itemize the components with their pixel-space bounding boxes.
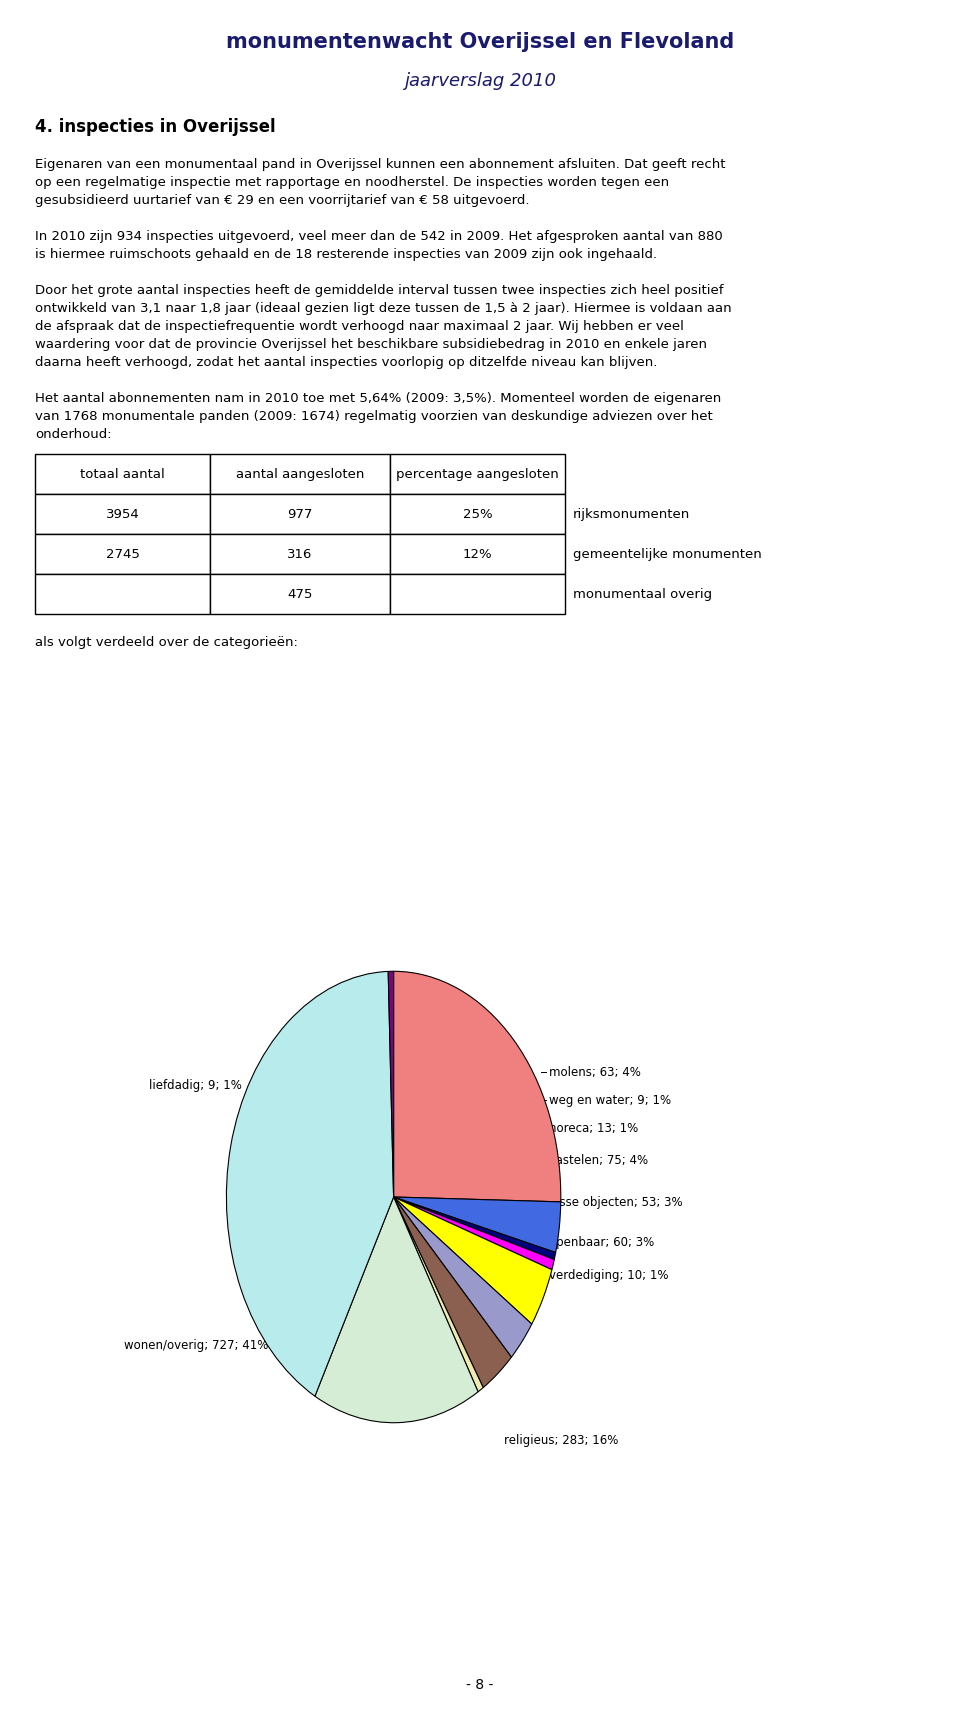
Text: monumentenwacht Overijssel en Flevoland: monumentenwacht Overijssel en Flevoland xyxy=(226,32,734,51)
Text: jaarverslag 2010: jaarverslag 2010 xyxy=(404,72,556,91)
Text: 4. inspecties in Overijssel: 4. inspecties in Overijssel xyxy=(35,118,276,137)
Bar xyxy=(390,494,565,534)
Bar xyxy=(210,534,390,575)
Text: verdediging; 10; 1%: verdediging; 10; 1% xyxy=(549,1269,668,1281)
Text: kastelen; 75; 4%: kastelen; 75; 4% xyxy=(549,1154,648,1166)
Text: 977: 977 xyxy=(287,508,313,520)
Text: is hiermee ruimschoots gehaald en de 18 resterende inspecties van 2009 zijn ook : is hiermee ruimschoots gehaald en de 18 … xyxy=(35,248,658,262)
Text: In 2010 zijn 934 inspecties uitgevoerd, veel meer dan de 542 in 2009. Het afgesp: In 2010 zijn 934 inspecties uitgevoerd, … xyxy=(35,231,723,243)
Wedge shape xyxy=(394,1197,554,1271)
Text: religieus; 283; 16%: religieus; 283; 16% xyxy=(504,1433,618,1447)
Text: 25%: 25% xyxy=(463,508,492,520)
Text: horeca; 13; 1%: horeca; 13; 1% xyxy=(549,1122,638,1134)
Text: weg en water; 9; 1%: weg en water; 9; 1% xyxy=(549,1093,671,1106)
Bar xyxy=(35,575,210,614)
Wedge shape xyxy=(394,1197,512,1387)
Bar xyxy=(390,453,565,494)
Text: 12%: 12% xyxy=(463,547,492,561)
Text: molens; 63; 4%: molens; 63; 4% xyxy=(549,1065,641,1079)
Bar xyxy=(210,453,390,494)
Wedge shape xyxy=(394,1197,483,1392)
Text: openbaar; 60; 3%: openbaar; 60; 3% xyxy=(549,1236,655,1248)
Text: Door het grote aantal inspecties heeft de gemiddelde interval tussen twee inspec: Door het grote aantal inspecties heeft d… xyxy=(35,284,724,298)
Text: waardering voor dat de provincie Overijssel het beschikbare subsidiebedrag in 20: waardering voor dat de provincie Overijs… xyxy=(35,339,707,351)
Text: agrarisch; 442; 25%: agrarisch; 442; 25% xyxy=(339,992,459,1005)
Bar xyxy=(35,494,210,534)
Text: 475: 475 xyxy=(287,588,313,600)
Text: gesubsidieerd uurtarief van € 29 en een voorrijtarief van € 58 uitgevoerd.: gesubsidieerd uurtarief van € 29 en een … xyxy=(35,193,530,207)
Text: aantal aangesloten: aantal aangesloten xyxy=(236,467,364,481)
Text: rijksmonumenten: rijksmonumenten xyxy=(573,508,690,520)
Bar xyxy=(390,534,565,575)
Text: gemeentelijke monumenten: gemeentelijke monumenten xyxy=(573,547,761,561)
Text: ontwikkeld van 3,1 naar 1,8 jaar (ideaal gezien ligt deze tussen de 1,5 à 2 jaar: ontwikkeld van 3,1 naar 1,8 jaar (ideaal… xyxy=(35,303,732,315)
Text: monumentaal overig: monumentaal overig xyxy=(573,588,712,600)
Text: totaal aantal: totaal aantal xyxy=(80,467,165,481)
Bar xyxy=(390,575,565,614)
Wedge shape xyxy=(394,1197,552,1324)
Text: daarna heeft verhoogd, zodat het aantal inspecties voorlopig op ditzelfde niveau: daarna heeft verhoogd, zodat het aantal … xyxy=(35,356,658,369)
Text: op een regelmatige inspectie met rapportage en noodherstel. De inspecties worden: op een regelmatige inspectie met rapport… xyxy=(35,176,669,190)
Text: wonen/overig; 727; 41%: wonen/overig; 727; 41% xyxy=(124,1339,269,1351)
Text: losse objecten; 53; 3%: losse objecten; 53; 3% xyxy=(549,1195,683,1209)
Bar xyxy=(210,494,390,534)
Text: van 1768 monumentale panden (2009: 1674) regelmatig voorzien van deskundige advi: van 1768 monumentale panden (2009: 1674)… xyxy=(35,410,712,422)
Wedge shape xyxy=(227,971,394,1395)
Wedge shape xyxy=(394,1197,561,1252)
Text: liefdadig; 9; 1%: liefdadig; 9; 1% xyxy=(149,1079,242,1091)
Bar xyxy=(210,575,390,614)
Bar xyxy=(35,453,210,494)
Text: Het aantal abonnementen nam in 2010 toe met 5,64% (2009: 3,5%). Momenteel worden: Het aantal abonnementen nam in 2010 toe … xyxy=(35,392,721,405)
Text: Eigenaren van een monumentaal pand in Overijssel kunnen een abonnement afsluiten: Eigenaren van een monumentaal pand in Ov… xyxy=(35,157,726,171)
Wedge shape xyxy=(394,971,561,1202)
Text: onderhoud:: onderhoud: xyxy=(35,428,111,441)
Text: 3954: 3954 xyxy=(106,508,139,520)
Bar xyxy=(35,534,210,575)
Text: - 8 -: - 8 - xyxy=(467,1678,493,1691)
Wedge shape xyxy=(394,1197,532,1358)
Text: als volgt verdeeld over de categorieën:: als volgt verdeeld over de categorieën: xyxy=(35,636,298,650)
Text: de afspraak dat de inspectiefrequentie wordt verhoogd naar maximaal 2 jaar. Wij : de afspraak dat de inspectiefrequentie w… xyxy=(35,320,684,333)
Wedge shape xyxy=(394,1197,556,1260)
Wedge shape xyxy=(388,971,394,1197)
Wedge shape xyxy=(315,1197,478,1423)
Text: 2745: 2745 xyxy=(106,547,139,561)
Text: percentage aangesloten: percentage aangesloten xyxy=(396,467,559,481)
Text: 316: 316 xyxy=(287,547,313,561)
